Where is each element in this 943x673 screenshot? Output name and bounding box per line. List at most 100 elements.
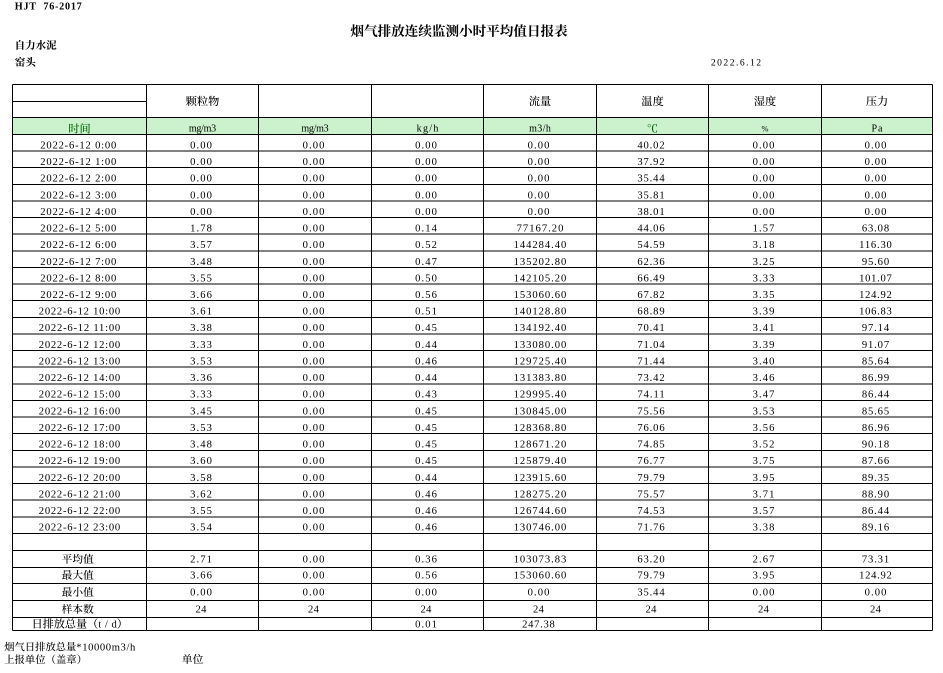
svg-text:0.00: 0.00 <box>753 157 775 168</box>
svg-text:0.00: 0.00 <box>303 555 325 566</box>
svg-text:129995.40: 129995.40 <box>514 390 567 401</box>
svg-text:153060.60: 153060.60 <box>514 571 567 582</box>
svg-text:0.14: 0.14 <box>415 224 438 235</box>
svg-text:3.61: 3.61 <box>190 307 212 318</box>
svg-text:3.38: 3.38 <box>753 523 775 534</box>
svg-text:0.36: 0.36 <box>415 555 437 566</box>
svg-text:3.25: 3.25 <box>753 257 775 268</box>
svg-text:2022-6-12 4:00: 2022-6-12 4:00 <box>40 207 116 218</box>
svg-text:24: 24 <box>646 605 658 616</box>
svg-text:38.01: 38.01 <box>637 207 664 218</box>
svg-text:95.60: 95.60 <box>862 257 889 268</box>
svg-text:0.45: 0.45 <box>415 423 437 434</box>
svg-text:135202.80: 135202.80 <box>514 257 567 268</box>
svg-text:2022-6-12 2:00: 2022-6-12 2:00 <box>40 174 116 185</box>
svg-text:0.00: 0.00 <box>415 140 437 151</box>
svg-text:0.52: 0.52 <box>415 240 437 251</box>
svg-text:0.01: 0.01 <box>415 620 437 631</box>
svg-text:0.00: 0.00 <box>528 140 550 151</box>
svg-text:3.54: 3.54 <box>190 523 213 534</box>
svg-text:m3/h: m3/h <box>529 123 551 134</box>
svg-text:0.45: 0.45 <box>415 440 437 451</box>
svg-text:24: 24 <box>533 605 545 616</box>
svg-text:mg/m3: mg/m3 <box>301 123 328 134</box>
svg-text:0.00: 0.00 <box>303 340 325 351</box>
svg-text:0.00: 0.00 <box>303 588 325 599</box>
svg-text:0.00: 0.00 <box>753 140 775 151</box>
svg-text:153060.60: 153060.60 <box>514 290 567 301</box>
svg-text:3.33: 3.33 <box>753 273 775 284</box>
svg-text:3.95: 3.95 <box>753 473 775 484</box>
svg-text:3.66: 3.66 <box>190 290 212 301</box>
svg-text:0.00: 0.00 <box>303 207 325 218</box>
svg-text:0.00: 0.00 <box>303 240 325 251</box>
svg-text:3.39: 3.39 <box>753 307 775 318</box>
svg-text:126744.60: 126744.60 <box>514 506 567 517</box>
svg-text:2.71: 2.71 <box>190 555 212 566</box>
svg-text:2022-6-12 8:00: 2022-6-12 8:00 <box>40 273 116 284</box>
svg-text:86.44: 86.44 <box>862 506 890 517</box>
svg-text:40.02: 40.02 <box>637 140 664 151</box>
svg-text:116.30: 116.30 <box>859 240 892 251</box>
svg-text:3.38: 3.38 <box>190 323 212 334</box>
svg-text:0.00: 0.00 <box>753 207 775 218</box>
svg-text:3.18: 3.18 <box>753 240 775 251</box>
svg-text:0.00: 0.00 <box>753 190 775 201</box>
svg-text:24: 24 <box>758 605 770 616</box>
svg-text:35.44: 35.44 <box>637 588 665 599</box>
svg-text:3.55: 3.55 <box>190 273 212 284</box>
svg-text:131383.80: 131383.80 <box>514 373 567 384</box>
svg-text:2022.6.12: 2022.6.12 <box>711 57 761 68</box>
svg-text:87.66: 87.66 <box>862 456 889 467</box>
svg-text:0.56: 0.56 <box>415 571 437 582</box>
svg-text:0.00: 0.00 <box>415 174 437 185</box>
svg-text:0.00: 0.00 <box>528 157 550 168</box>
svg-text:0.00: 0.00 <box>303 571 325 582</box>
svg-text:0.00: 0.00 <box>415 588 437 599</box>
svg-text:0.00: 0.00 <box>303 373 325 384</box>
svg-text:0.00: 0.00 <box>303 323 325 334</box>
svg-text:1.78: 1.78 <box>190 224 212 235</box>
svg-text:2022-6-12 19:00: 2022-6-12 19:00 <box>39 456 120 467</box>
svg-text:2022-6-12 3:00: 2022-6-12 3:00 <box>40 190 116 201</box>
svg-text:3.45: 3.45 <box>190 406 212 417</box>
svg-text:3.48: 3.48 <box>190 257 212 268</box>
svg-text:134192.40: 134192.40 <box>514 323 567 334</box>
svg-text:0.00: 0.00 <box>528 207 550 218</box>
svg-text:0.44: 0.44 <box>415 340 438 351</box>
svg-text:24: 24 <box>308 605 320 616</box>
svg-text:86.96: 86.96 <box>862 423 889 434</box>
svg-text:129725.40: 129725.40 <box>514 356 567 367</box>
svg-text:0.00: 0.00 <box>190 588 212 599</box>
svg-text:3.55: 3.55 <box>190 506 212 517</box>
svg-text:2022-6-12 1:00: 2022-6-12 1:00 <box>40 157 116 168</box>
svg-text:123915.60: 123915.60 <box>514 473 567 484</box>
svg-text:0.00: 0.00 <box>303 257 325 268</box>
svg-text:128368.80: 128368.80 <box>514 423 567 434</box>
svg-text:0.46: 0.46 <box>415 489 437 500</box>
svg-text:44.06: 44.06 <box>637 224 664 235</box>
svg-text:kg/h: kg/h <box>417 123 439 134</box>
svg-text:63.20: 63.20 <box>637 555 664 566</box>
svg-text:0.00: 0.00 <box>303 406 325 417</box>
svg-text:3.75: 3.75 <box>753 456 775 467</box>
svg-text:71.44: 71.44 <box>637 356 665 367</box>
svg-text:mg/m3: mg/m3 <box>189 123 216 134</box>
svg-text:128671.20: 128671.20 <box>514 440 567 451</box>
svg-text:73.42: 73.42 <box>637 373 664 384</box>
svg-text:2022-6-12 21:00: 2022-6-12 21:00 <box>39 489 120 500</box>
svg-text:0.00: 0.00 <box>528 174 550 185</box>
svg-text:HJT 76-2017: HJT 76-2017 <box>15 2 82 13</box>
svg-text:86.99: 86.99 <box>862 373 889 384</box>
svg-text:2022-6-12 14:00: 2022-6-12 14:00 <box>39 373 120 384</box>
svg-text:2.67: 2.67 <box>753 555 775 566</box>
svg-text:0.50: 0.50 <box>415 273 437 284</box>
svg-text:0.45: 0.45 <box>415 323 437 334</box>
svg-text:142105.20: 142105.20 <box>514 273 567 284</box>
svg-text:3.47: 3.47 <box>753 390 775 401</box>
svg-text:74.85: 74.85 <box>637 440 664 451</box>
svg-text:0.00: 0.00 <box>528 588 550 599</box>
svg-text:0.00: 0.00 <box>753 588 775 599</box>
svg-text:0.44: 0.44 <box>415 373 438 384</box>
svg-text:3.71: 3.71 <box>753 489 775 500</box>
